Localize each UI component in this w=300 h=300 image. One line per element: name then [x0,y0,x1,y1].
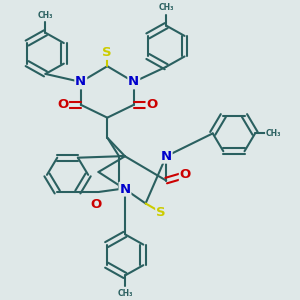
Text: O: O [146,98,158,111]
Text: N: N [119,183,130,196]
Text: CH₃: CH₃ [117,289,133,298]
Text: CH₃: CH₃ [158,3,174,12]
Text: S: S [103,46,112,59]
Text: O: O [90,197,101,211]
Text: N: N [128,75,140,88]
Text: N: N [160,150,172,163]
Text: S: S [156,206,166,219]
Text: CH₃: CH₃ [38,11,53,20]
Text: O: O [180,168,191,182]
Text: O: O [57,98,68,111]
Text: N: N [75,75,86,88]
Text: CH₃: CH₃ [266,129,281,138]
